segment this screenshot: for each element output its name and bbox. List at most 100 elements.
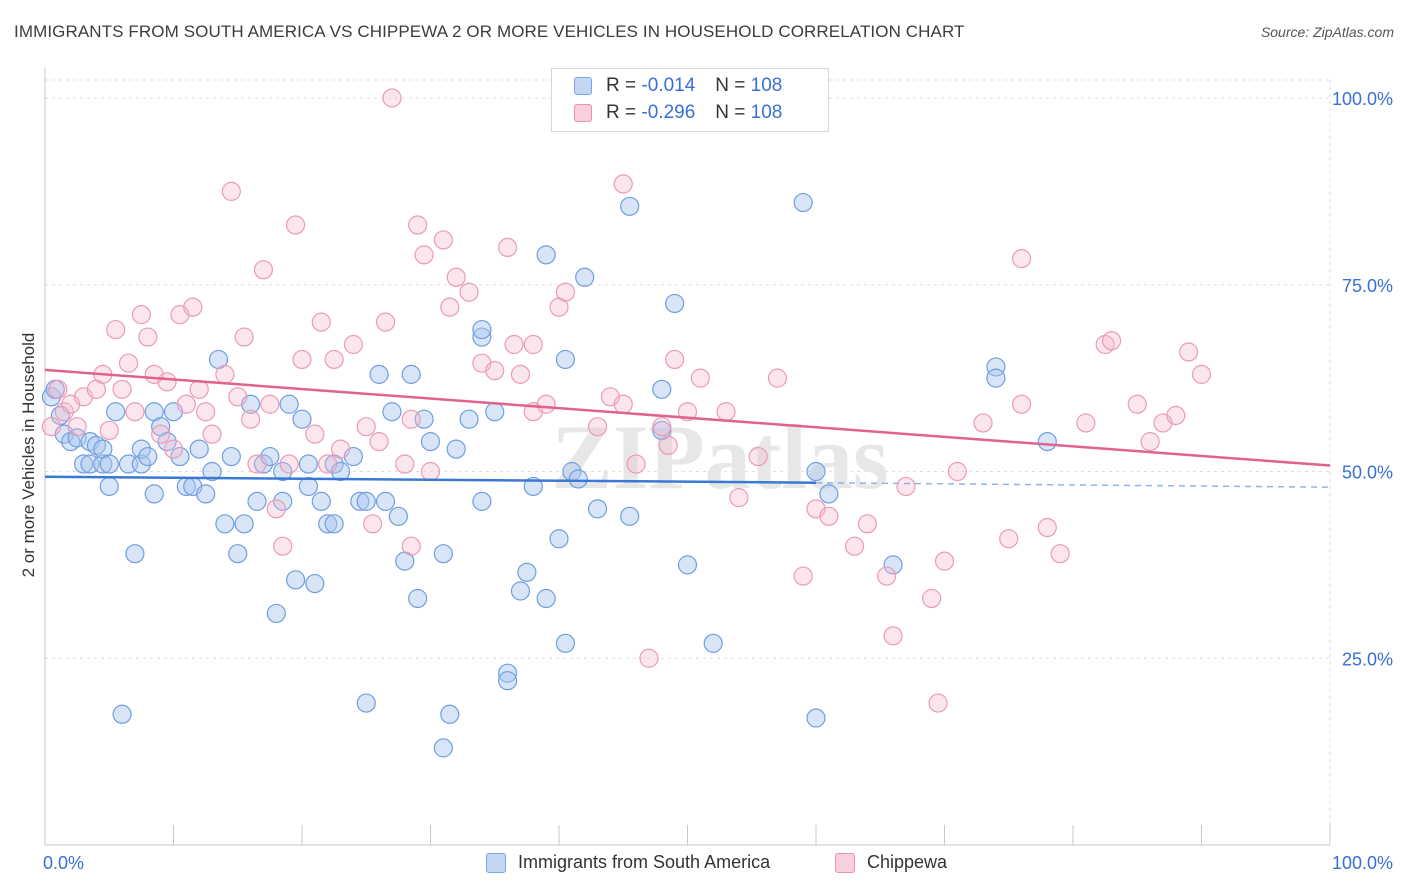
data-point <box>138 446 158 467</box>
data-point <box>112 704 132 724</box>
data-point <box>176 394 196 414</box>
y-tick-label: 50.0% <box>1342 463 1393 483</box>
data-point <box>510 364 531 384</box>
data-point <box>202 461 222 482</box>
data-point <box>350 491 370 511</box>
y-tick-label: 100.0% <box>1332 89 1393 109</box>
data-point <box>298 454 319 474</box>
data-point <box>472 327 492 347</box>
data-point <box>896 476 916 497</box>
data-point <box>356 417 376 437</box>
data-point <box>613 174 633 194</box>
axes <box>44 68 1331 846</box>
data-point <box>253 260 274 280</box>
data-point <box>999 529 1019 549</box>
data-point <box>729 488 749 508</box>
data-point <box>1076 413 1096 433</box>
data-point <box>536 245 556 265</box>
data-point <box>459 409 479 429</box>
data-point <box>1127 394 1147 414</box>
data-point <box>48 379 68 399</box>
data-point <box>356 693 376 713</box>
data-point <box>99 420 119 441</box>
legend-n-value: 108 <box>750 75 783 96</box>
chart-title: IMMIGRANTS FROM SOUTH AMERICA VS CHIPPEW… <box>14 22 965 41</box>
data-point <box>67 417 87 437</box>
data-point <box>131 454 151 474</box>
data-point <box>620 506 640 526</box>
data-point <box>382 402 402 422</box>
data-point <box>587 417 608 437</box>
data-point <box>504 334 524 355</box>
data-point <box>215 364 235 384</box>
data-point <box>292 349 312 370</box>
data-point <box>189 439 209 459</box>
data-point <box>106 402 126 422</box>
trend-line-south-america-extension <box>815 481 1331 488</box>
data-point <box>305 424 325 444</box>
data-point <box>883 555 903 575</box>
data-point <box>241 409 261 429</box>
data-point <box>446 267 466 287</box>
legend-swatch-pink <box>574 104 592 122</box>
data-point <box>375 312 396 332</box>
legend-r-value: -0.296 <box>641 102 696 123</box>
data-point <box>170 446 190 467</box>
data-point <box>157 372 177 392</box>
data-point <box>652 379 672 399</box>
data-point <box>369 364 389 384</box>
data-point <box>1050 544 1070 564</box>
data-point <box>883 626 903 646</box>
data-point <box>613 394 633 414</box>
data-point <box>806 708 826 728</box>
data-point <box>433 230 453 250</box>
data-point <box>395 454 415 474</box>
data-point <box>665 349 685 370</box>
data-point <box>626 454 646 474</box>
data-point <box>568 469 588 489</box>
data-point <box>1011 394 1032 414</box>
data-point <box>1101 331 1122 351</box>
data-point <box>536 588 556 609</box>
data-point <box>183 297 203 317</box>
data-point <box>234 514 254 534</box>
data-point <box>658 435 678 455</box>
data-point <box>247 454 267 474</box>
data-point <box>498 663 518 683</box>
data-point <box>498 671 518 691</box>
data-point <box>106 319 126 340</box>
data-point <box>318 454 338 474</box>
data-point <box>318 514 338 534</box>
data-point <box>343 334 363 355</box>
data-point <box>652 417 672 437</box>
data-point <box>215 514 235 534</box>
legend-swatch-blue <box>574 77 592 95</box>
data-point <box>375 491 396 511</box>
data-point <box>844 536 865 556</box>
data-point <box>485 402 505 422</box>
data-point <box>1191 364 1212 384</box>
data-point <box>202 424 222 444</box>
data-point <box>228 544 248 564</box>
data-point <box>510 581 531 601</box>
data-point <box>292 409 312 429</box>
data-point <box>401 536 421 556</box>
data-point <box>440 704 460 724</box>
y-tick-label: 75.0% <box>1342 276 1393 296</box>
data-point <box>677 555 698 575</box>
data-point <box>279 454 299 474</box>
y-axis-label: 2 or more Vehicles in Household <box>19 333 38 578</box>
data-point <box>273 491 293 511</box>
data-point <box>446 439 466 459</box>
data-point <box>485 361 505 381</box>
data-point <box>388 506 408 526</box>
data-point <box>363 514 383 534</box>
data-point <box>221 181 241 201</box>
legend-item-south-america: Immigrants from South America <box>486 852 770 873</box>
data-point <box>472 319 492 340</box>
y-tick-label: 25.0% <box>1342 649 1393 669</box>
data-point <box>793 566 813 586</box>
data-point <box>118 353 139 373</box>
data-points <box>41 88 1212 758</box>
legend-r-label: R = <box>606 75 637 96</box>
